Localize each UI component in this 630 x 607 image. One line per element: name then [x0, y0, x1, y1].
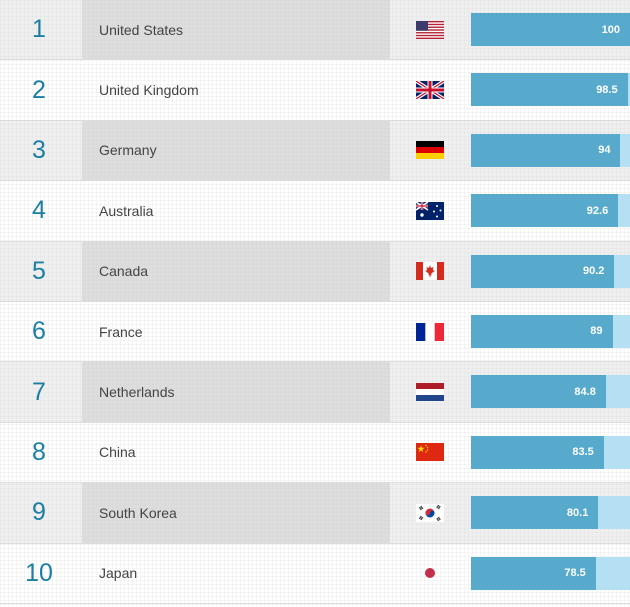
score-value: 90.2: [582, 265, 605, 278]
score-bar: 80.1: [471, 496, 630, 530]
score-bar-fill: 98.5: [471, 73, 628, 107]
score-bar-fill: 89: [471, 314, 613, 348]
score-bar-fill: 100: [471, 13, 630, 46]
score-bar-fill: 80.1: [471, 496, 599, 530]
netherlands-flag-icon: [416, 383, 444, 402]
rank-number: 7: [32, 377, 46, 406]
ranking-row: 1 United States 100: [0, 0, 630, 61]
score-value: 80.1: [566, 506, 589, 519]
rank-number: 3: [32, 135, 46, 164]
score-value: 84.8: [574, 385, 596, 398]
score-bar: 89: [471, 314, 630, 348]
country-name: France: [99, 323, 143, 340]
flag-cell: [392, 544, 468, 603]
ranking-row: 2 United Kingdom 98.5: [0, 60, 630, 121]
score-bar-fill: 94: [471, 133, 621, 167]
rank-number: 1: [32, 15, 46, 44]
score-bar: 83.5: [471, 435, 630, 469]
score-bar: 92.6: [471, 194, 630, 228]
ranking-row: 10 Japan 78.5: [0, 544, 630, 604]
flag-cell: [392, 483, 468, 542]
country-name: Japan: [99, 565, 138, 582]
score-bar: 84.8: [471, 375, 630, 409]
rank-number: 9: [32, 498, 46, 527]
ranking-row: 9 South Korea 80.1: [0, 483, 630, 544]
ranking-row: 6 France 89: [0, 302, 630, 363]
score-bar-fill: 92.6: [471, 194, 619, 228]
south-korea-flag-icon: [416, 503, 444, 522]
rank-number: 2: [32, 75, 46, 104]
ranking-row: 4 Australia 92.6: [0, 181, 630, 242]
germany-flag-icon: [416, 141, 444, 160]
china-flag-icon: [416, 443, 444, 462]
uk-flag-icon: [416, 81, 444, 100]
score-value: 92.6: [586, 204, 609, 217]
country-name: Germany: [82, 120, 390, 181]
country-name: China: [99, 444, 136, 461]
score-value: 78.5: [564, 567, 586, 580]
country-name: United Kingdom: [99, 82, 199, 99]
score-bar-fill: 83.5: [471, 435, 604, 469]
flag-cell: [392, 60, 468, 119]
rank-number: 4: [32, 196, 46, 225]
score-bar-fill: 90.2: [471, 254, 615, 288]
score-bar: 100: [471, 13, 630, 46]
flag-cell: [392, 302, 468, 361]
score-bar: 90.2: [471, 254, 630, 288]
ranking-row: 5 Canada 90.2: [0, 241, 630, 302]
rank-number: 5: [32, 256, 46, 285]
flag-cell: [392, 181, 468, 240]
flag-cell: [392, 121, 468, 180]
score-value: 89: [590, 325, 603, 338]
country-name: Australia: [99, 202, 154, 219]
country-name: South Korea: [82, 483, 390, 543]
japan-flag-icon: [425, 568, 435, 579]
score-bar: 98.5: [471, 73, 630, 107]
flag-cell: [392, 242, 468, 301]
score-bar-fill: 78.5: [471, 556, 596, 590]
australia-flag-icon: [416, 201, 444, 220]
rank-number: 6: [32, 317, 46, 346]
score-value: 94: [598, 144, 611, 157]
flag-cell: [392, 423, 468, 482]
country-name: United States: [82, 0, 390, 60]
rank-number: 8: [32, 437, 46, 466]
flag-cell: [392, 0, 468, 59]
ranking-row: 3 Germany 94: [0, 120, 630, 182]
canada-flag-icon: [416, 262, 444, 281]
ranking-row: 7 Netherlands 84.8: [0, 362, 630, 423]
country-name: Netherlands: [82, 362, 390, 422]
score-value: 100: [601, 23, 620, 36]
country-name: Canada: [82, 241, 390, 301]
score-bar-fill: 84.8: [471, 375, 606, 409]
usa-flag-icon: [416, 20, 444, 39]
france-flag-icon: [416, 322, 444, 341]
score-bar: 94: [471, 133, 630, 167]
score-value: 98.5: [596, 83, 618, 96]
flag-cell: [392, 362, 468, 421]
score-value: 83.5: [572, 446, 594, 459]
ranking-row: 8 China 83.5: [0, 423, 630, 484]
rank-number: 10: [25, 558, 53, 587]
score-bar: 78.5: [471, 556, 630, 590]
